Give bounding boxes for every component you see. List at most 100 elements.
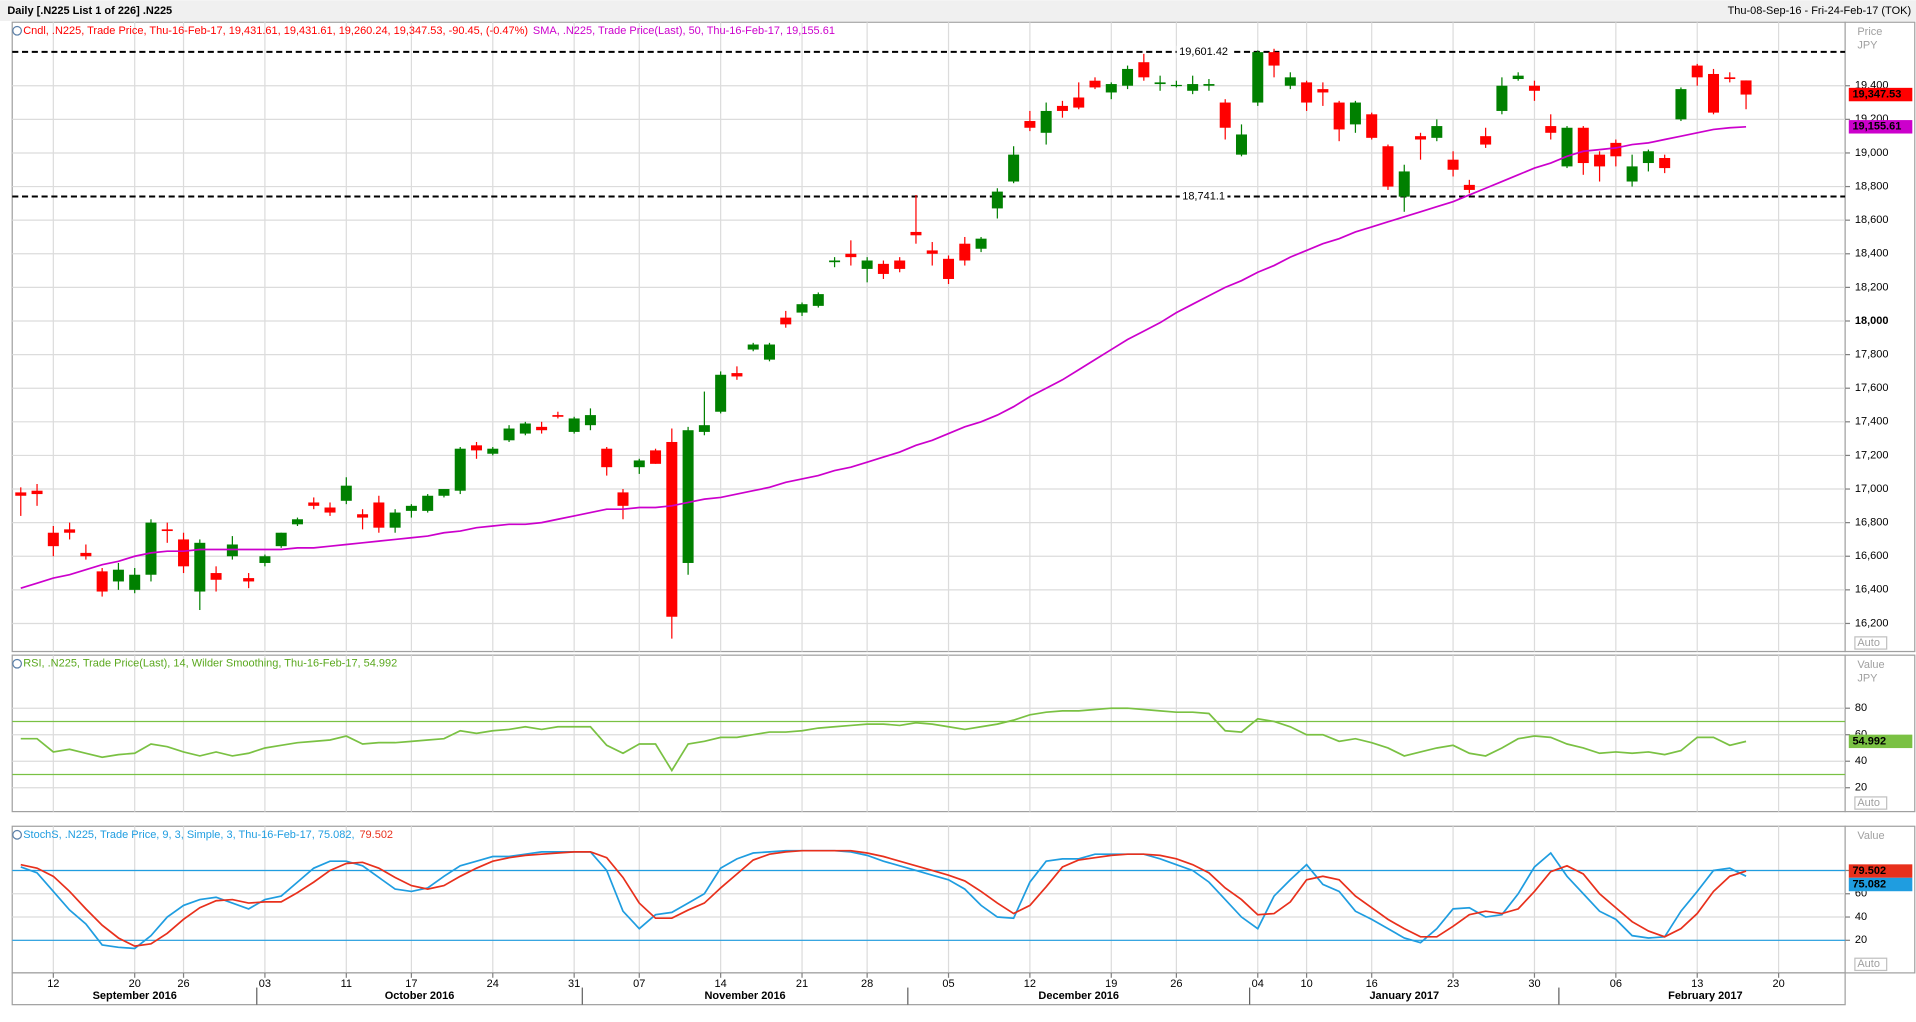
candle-body [357, 514, 369, 518]
candle-body [633, 460, 645, 468]
x-tick-label: 13 [1691, 978, 1703, 990]
candle-body [47, 532, 59, 547]
candle-body [1024, 121, 1036, 128]
candle-body [812, 294, 824, 306]
candle-body [1105, 84, 1117, 93]
x-tick-label: 24 [487, 978, 499, 990]
candle-body [861, 260, 873, 269]
panel-frame [11, 825, 1846, 974]
candle-body [1268, 52, 1280, 66]
legend-entry: Cndl, .N225, Trade Price, Thu-16-Feb-17,… [23, 25, 528, 37]
axis-title: Price [1857, 26, 1882, 38]
legend-icon [12, 658, 22, 669]
candle-body [487, 448, 499, 454]
series-line [20, 849, 1747, 950]
candle-body [405, 505, 417, 511]
x-tick-label: 19 [1105, 978, 1117, 990]
value-box-label: 75.082 [1852, 878, 1886, 890]
candle-body [910, 231, 922, 236]
level-label-bg [1176, 45, 1231, 58]
series-line [20, 707, 1747, 773]
legend: StochS, .N225, Trade Price, 9, 3, Simple… [23, 829, 393, 841]
y-tick-label: 18,000 [1855, 315, 1889, 327]
y-tick-label: 16,800 [1855, 517, 1889, 529]
value-box [1848, 877, 1913, 892]
candle-body [682, 430, 694, 563]
candle-body [96, 571, 108, 592]
candle-body [731, 373, 743, 377]
candle-body [1480, 136, 1492, 145]
x-tick-label: 28 [861, 978, 873, 990]
candle-body [438, 489, 450, 496]
candle-body [1056, 105, 1068, 111]
y-tick-label: 17,800 [1855, 349, 1889, 361]
title-bar [0, 0, 1916, 22]
candle-body [1138, 62, 1150, 78]
legend-entry: RSI, .N225, Trade Price(Last), 14, Wilde… [23, 658, 397, 670]
month-label: December 2016 [1038, 990, 1119, 1002]
candle-body [129, 574, 141, 590]
candle-body [1626, 166, 1638, 182]
candle-body [324, 507, 336, 513]
legend: Cndl, .N225, Trade Price, Thu-16-Feb-17,… [23, 25, 835, 37]
candle-body [780, 317, 792, 325]
candle-body [666, 441, 678, 617]
candle-body [1594, 154, 1606, 167]
candle-body [389, 512, 401, 528]
candle-body [1333, 102, 1345, 130]
candle-body [1008, 154, 1020, 182]
candle-body [877, 263, 889, 274]
panel-frame [11, 21, 1846, 653]
candle-body [1659, 157, 1671, 169]
candle-body [894, 260, 906, 269]
candle-body [584, 415, 596, 426]
candle-body [829, 260, 841, 263]
y-tick-label: 18,800 [1855, 180, 1889, 192]
x-tick-label: 06 [1610, 978, 1622, 990]
candle-body [1463, 184, 1475, 190]
x-tick-label: 07 [633, 978, 645, 990]
candle-body [698, 425, 710, 432]
candle-body [975, 238, 987, 249]
month-label: January 2017 [1369, 990, 1439, 1002]
x-tick-label: 12 [1024, 978, 1036, 990]
y-tick-label: 19,000 [1855, 147, 1889, 159]
candle-body [194, 542, 206, 592]
y-tick-label: 18,200 [1855, 281, 1889, 293]
x-tick-label: 10 [1300, 978, 1312, 990]
candle-body [552, 415, 564, 417]
candle-body [1545, 126, 1557, 133]
legend-icon [12, 25, 22, 36]
candle-body [259, 556, 271, 563]
y-tick-label: 60 [1855, 888, 1867, 900]
level-label-bg [1179, 190, 1228, 203]
candle-body [1642, 151, 1654, 164]
month-label: November 2016 [704, 990, 785, 1002]
candle-body [1301, 82, 1313, 103]
candle-body [536, 426, 548, 431]
x-tick-label: 23 [1447, 978, 1459, 990]
y-tick-label: 18,400 [1855, 248, 1889, 260]
candle-body [991, 191, 1003, 209]
candle-body [275, 532, 287, 547]
candle-body [1317, 89, 1329, 93]
candle-body [80, 552, 92, 557]
candle-body [1740, 80, 1752, 95]
candle-body [1577, 127, 1589, 164]
legend-entry: SMA, .N225, Trade Price(Last), 50, Thu-1… [533, 25, 835, 37]
candle-body [1187, 84, 1199, 91]
legend: RSI, .N225, Trade Price(Last), 14, Wilde… [23, 658, 397, 670]
candle-body [1496, 85, 1508, 111]
candle-body [1040, 110, 1052, 133]
month-label: September 2016 [93, 990, 177, 1002]
candle-body [1073, 97, 1085, 108]
level-label: 19,601.42 [1179, 46, 1228, 58]
candle-body [145, 522, 157, 575]
candle-body [210, 573, 222, 580]
y-tick-label: 17,600 [1855, 382, 1889, 394]
candle-body [568, 418, 580, 432]
candle-body [1724, 77, 1736, 80]
x-tick-label: 03 [259, 978, 271, 990]
candle-body [1415, 136, 1427, 140]
y-tick-label: 17,000 [1855, 483, 1889, 495]
